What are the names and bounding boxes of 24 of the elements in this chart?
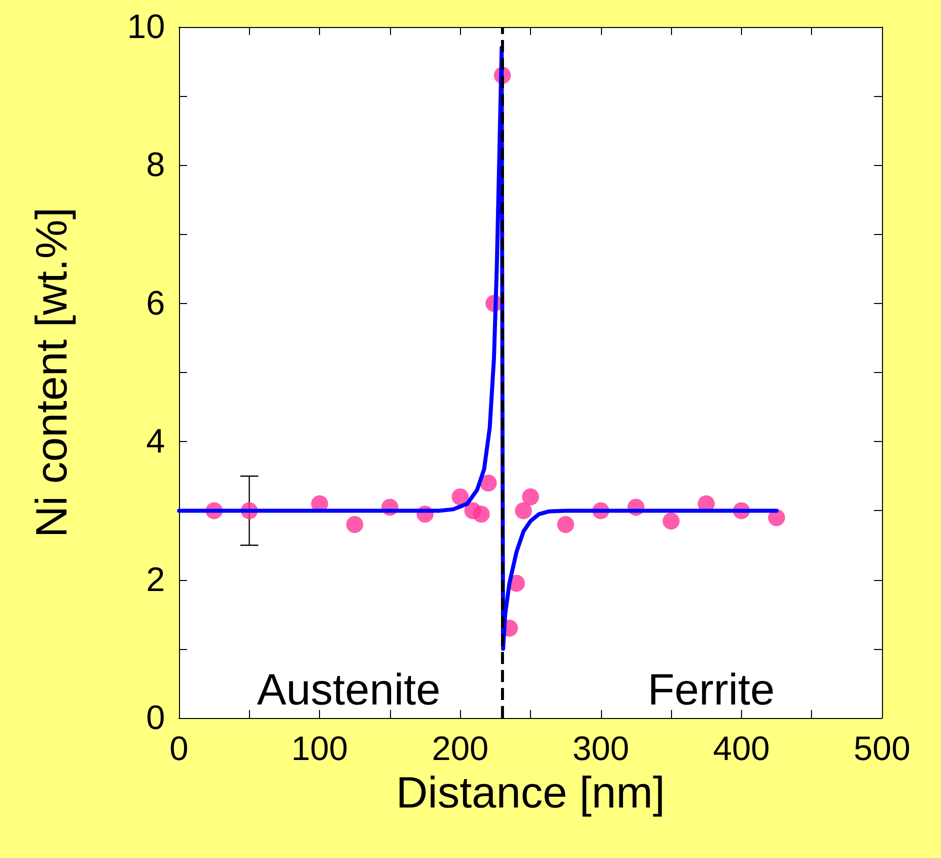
x-tick-label: 400: [713, 730, 770, 768]
y-tick-label: 10: [127, 8, 165, 46]
x-tick-label: 0: [170, 730, 188, 768]
y-tick-label: 0: [146, 699, 165, 737]
x-tick-label: 300: [572, 730, 630, 768]
y-tick-label: 2: [146, 560, 165, 599]
y-tick-label: 4: [146, 422, 165, 461]
point: [514, 502, 532, 520]
annotation: Austenite: [256, 666, 440, 714]
point: [452, 488, 469, 506]
point: [522, 488, 539, 506]
point: [557, 516, 574, 534]
point: [472, 506, 490, 523]
x-tick-label: 200: [432, 730, 489, 768]
x-tick-label: 500: [854, 730, 910, 768]
point: [662, 512, 680, 530]
point: [346, 516, 364, 534]
y-tick-label: 8: [146, 146, 165, 184]
x-tick-label: 100: [291, 730, 348, 768]
annotation: Ferrite: [648, 666, 775, 714]
x-axis-title: Distance [nm]: [396, 768, 665, 818]
y-tick-label: 6: [146, 284, 165, 322]
y-axis-title: Ni content [wt.%]: [28, 207, 76, 538]
point: [480, 474, 497, 492]
